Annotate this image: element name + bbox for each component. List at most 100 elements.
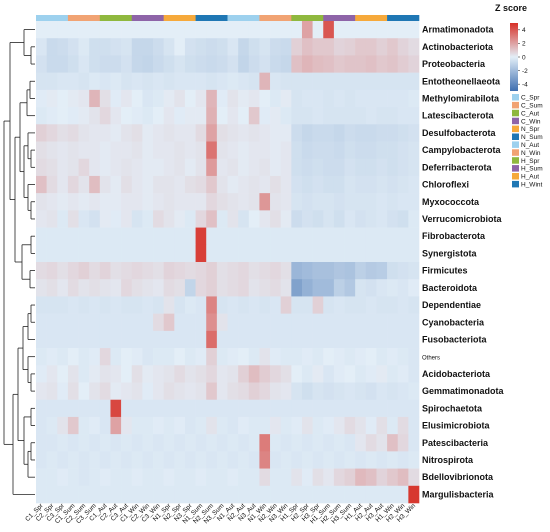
legend-tick-label: 0 [522, 54, 526, 61]
heatmap-cell [153, 244, 164, 263]
heatmap-cell [333, 55, 345, 73]
heatmap-cell [174, 434, 186, 452]
heatmap-cell [57, 279, 69, 297]
heatmap-cell [174, 141, 186, 160]
heatmap-cell [248, 21, 260, 39]
heatmap-cell [184, 382, 196, 401]
heatmap-cell [174, 38, 186, 56]
heatmap-cell [408, 399, 420, 418]
heatmap-cell [301, 124, 313, 142]
heatmap-cell [99, 21, 111, 39]
group-legend-label: N_Aut [521, 142, 539, 149]
heatmap-cell [57, 434, 69, 452]
heatmap-cell [89, 193, 101, 211]
heatmap-cell [291, 382, 303, 401]
heatmap-cell [121, 89, 133, 108]
heatmap-cell [376, 210, 388, 228]
heatmap-cell [110, 124, 122, 142]
heatmap-cell [355, 365, 367, 383]
heatmap-cell [195, 158, 207, 177]
row-label: Desulfobacterota [422, 128, 497, 138]
heatmap-cell [163, 21, 175, 39]
heatmap-cell [78, 330, 90, 349]
heatmap-cell [291, 485, 303, 504]
heatmap-cell [312, 72, 324, 91]
row-label: Elusimicrobiota [422, 421, 491, 431]
heatmap-cell [365, 107, 377, 125]
heatmap-cell [142, 175, 154, 194]
heatmap-cell [248, 158, 260, 177]
heatmap-cell [408, 485, 420, 504]
heatmap-cell [301, 279, 313, 297]
heatmap-cell [227, 365, 239, 383]
heatmap-cell [270, 193, 281, 211]
heatmap-cell [387, 227, 399, 246]
heatmap-cell [376, 175, 388, 194]
heatmap-cell [312, 158, 324, 177]
heatmap-cell [355, 158, 367, 177]
heatmap-cell [57, 451, 69, 469]
group-bar-C_Spr [36, 15, 69, 21]
heatmap-cell [408, 382, 420, 401]
heatmap-cell [184, 416, 196, 435]
heatmap-cell [387, 279, 399, 297]
heatmap-cell [153, 193, 164, 211]
heatmap-cell [36, 175, 47, 194]
heatmap-cell [376, 434, 388, 452]
heatmap-cell [142, 262, 154, 280]
heatmap-cell [301, 72, 313, 91]
heatmap-cell [36, 21, 47, 39]
heatmap-cell [131, 210, 143, 228]
heatmap-cell [67, 244, 79, 263]
heatmap-cell [344, 107, 356, 125]
heatmap-cell [153, 485, 164, 504]
heatmap-cell [216, 468, 228, 487]
heatmap-cell [174, 227, 186, 246]
heatmap-cell [216, 158, 228, 177]
heatmap-cell [408, 434, 420, 452]
heatmap-cell [387, 89, 399, 108]
heatmap-cell [195, 330, 207, 349]
heatmap-cell [259, 348, 271, 366]
heatmap-cell [46, 55, 58, 73]
heatmap-cell [57, 348, 69, 366]
heatmap-cell [387, 416, 399, 435]
heatmap-cell [184, 348, 196, 366]
group-legend-swatch [512, 125, 519, 133]
heatmap-cell [184, 193, 196, 211]
heatmap-cell [376, 382, 388, 401]
heatmap-cell [184, 55, 196, 73]
heatmap-cell [195, 313, 207, 332]
heatmap-cell [99, 382, 111, 401]
heatmap-cell [259, 21, 271, 39]
heatmap-cell [78, 434, 90, 452]
heatmap-cell [216, 399, 228, 418]
row-label: Campylobacterota [422, 145, 502, 155]
heatmap-cell [291, 124, 303, 142]
heatmap-cell [195, 21, 207, 39]
heatmap-cell [131, 158, 143, 177]
row-label: Deferribacterota [422, 162, 493, 172]
heatmap-cell [355, 451, 367, 469]
heatmap-cell [174, 451, 186, 469]
heatmap-cell [121, 158, 133, 177]
heatmap-cell [121, 279, 133, 297]
heatmap-cell [270, 313, 281, 332]
group-legend-label: N_Spr [521, 126, 540, 133]
heatmap-cell [163, 365, 175, 383]
heatmap-cell [184, 21, 196, 39]
heatmap-cell [227, 296, 239, 314]
heatmap-cell [387, 382, 399, 401]
heatmap-cell [344, 382, 356, 401]
heatmap-cell [131, 313, 143, 332]
heatmap-cell [301, 55, 313, 73]
heatmap-cell [280, 158, 292, 177]
heatmap-cell [397, 227, 409, 246]
heatmap-cell [387, 244, 399, 263]
heatmap-cell [184, 451, 196, 469]
heatmap-cell [344, 485, 356, 504]
heatmap-cell [248, 330, 260, 349]
legend-tick-label: 2 [522, 41, 526, 48]
heatmap-cell [397, 313, 409, 332]
heatmap-cell [259, 434, 271, 452]
